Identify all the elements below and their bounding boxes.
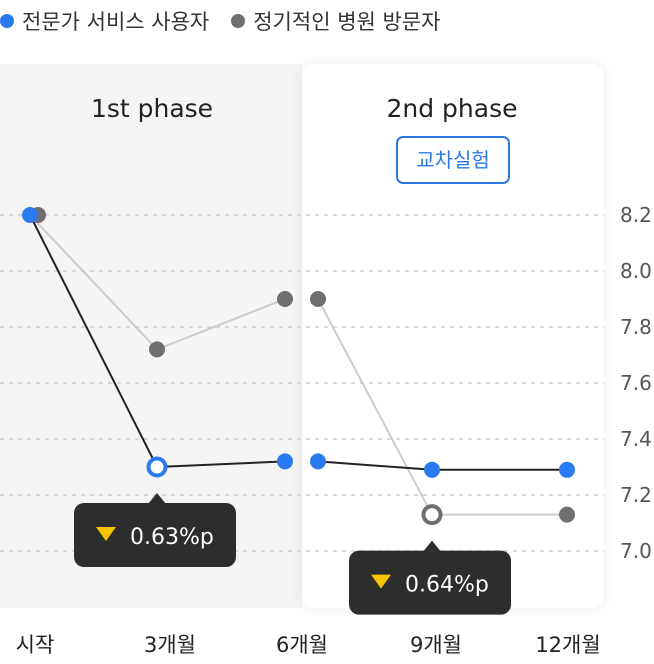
tooltip-pointer [148,493,166,504]
down-arrow-icon [371,574,391,589]
y-tick-label: 8.2 [620,203,652,227]
y-tick-label: 7.4 [620,427,652,451]
phase2-panel [302,64,604,608]
x-category-label: 9개월 [410,633,462,657]
data-point [22,207,38,223]
change-tooltip: 0.63%p [74,493,236,567]
data-point [277,453,293,470]
data-point [559,461,575,478]
tooltip-pointer [423,540,441,552]
tooltip-box [74,503,236,567]
legend-label: 전문가 서비스 사용자 [22,10,210,34]
data-point [424,461,440,478]
y-tick-label: 7.2 [620,483,652,507]
data-point [277,291,293,307]
x-axis-categories: 시작 3개월 6개월 9개월 12개월 [16,633,601,657]
x-category-label: 3개월 [144,633,196,657]
tooltip-value: 0.64%p [405,573,489,598]
legend-item-expert-users: 전문가 서비스 사용자 [0,6,209,36]
crossover-badge [396,136,510,184]
data-point [559,506,575,523]
phase2-title: 2nd phase [386,94,517,123]
highlighted-point [146,456,168,478]
chart-legend: 전문가 서비스 사용자 정기적인 병원 방문자 [0,6,462,36]
y-tick-label: 7.0 [620,539,652,563]
y-tick-label: 7.6 [620,371,652,395]
legend-item-hospital-visitors: 정기적인 병원 방문자 [231,6,440,36]
y-tick-label: 7.8 [620,315,652,339]
y-tick-label: 8.0 [620,259,652,283]
annotations: 0.63%p 0.64%p [74,493,511,615]
legend-dot-blue-icon [0,14,14,28]
x-category-label: 시작 [16,633,55,657]
tooltip-value: 0.63%p [130,525,214,550]
series-points [22,207,575,526]
highlighted-point [421,504,443,526]
phase1-title: 1st phase [91,94,213,123]
legend-label: 정기적인 병원 방문자 [253,10,441,34]
crossover-badge-label: 교차실험 [416,148,490,172]
data-point [310,291,326,307]
data-point [310,453,326,470]
y-axis-ticks: 8.2 8.0 7.8 7.6 7.4 7.2 7.0 [620,203,652,563]
legend-dot-gray-icon [231,14,246,28]
x-category-label: 12개월 [535,633,600,657]
data-point [149,341,165,358]
change-tooltip: 0.64%p [349,540,511,615]
tooltip-box [349,550,511,615]
x-category-label: 6개월 [276,633,328,657]
down-arrow-icon [96,527,116,541]
